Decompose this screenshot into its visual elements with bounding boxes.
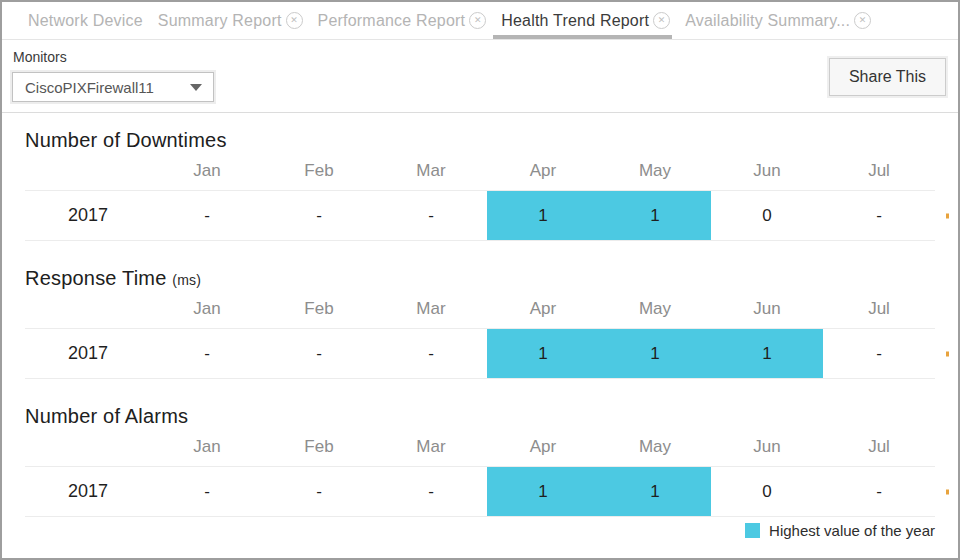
month-header: Jan	[151, 161, 263, 181]
table-header-row: JanFebMarAprMayJunJul	[25, 152, 935, 190]
value-cell-highlighted: 1	[487, 329, 599, 378]
value-cell: -	[823, 329, 935, 378]
value-cell: -	[375, 467, 487, 516]
chevron-down-icon	[190, 84, 202, 91]
value-cell: -	[151, 329, 263, 378]
legend-highlight-swatch	[745, 523, 760, 538]
month-header: Mar	[375, 437, 487, 457]
monitors-label: Monitors	[12, 49, 946, 65]
table-data-row: 2017 ---110-	[25, 466, 935, 517]
month-header: May	[599, 299, 711, 319]
cutoff-cell-sliver	[946, 489, 949, 494]
value-cell-highlighted: 1	[711, 329, 823, 378]
month-header: Jun	[711, 161, 823, 181]
value-cell-highlighted: 1	[487, 467, 599, 516]
tab-label: Summary Report	[158, 12, 282, 30]
month-header: Feb	[263, 161, 375, 181]
tab-label: Performance Report	[318, 12, 466, 30]
value-cell: 0	[711, 191, 823, 240]
value-cell: -	[823, 191, 935, 240]
month-header: Jul	[823, 299, 935, 319]
trend-table: JanFebMarAprMayJunJul 2017 ---111-	[25, 290, 935, 379]
table-header-row: JanFebMarAprMayJunJul	[25, 428, 935, 466]
tab-summary-report[interactable]: Summary Report ✕	[158, 2, 303, 39]
tab-health-trend-report[interactable]: Health Trend Report ✕	[501, 2, 670, 39]
toolbar: Monitors CiscoPIXFirewall11 Share This	[2, 40, 958, 113]
trend-table: JanFebMarAprMayJunJul 2017 ---110-	[25, 428, 935, 517]
month-header: Mar	[375, 161, 487, 181]
month-header: May	[599, 161, 711, 181]
value-cell: -	[263, 467, 375, 516]
value-cell: -	[263, 191, 375, 240]
tab-performance-report[interactable]: Performance Report ✕	[318, 2, 487, 39]
tab-bar: Network Device Summary Report ✕ Performa…	[2, 2, 958, 40]
year-label: 2017	[25, 191, 151, 240]
report-content: Number of Downtimes JanFebMarAprMayJunJu…	[2, 129, 958, 539]
table-data-row: 2017 ---110-	[25, 190, 935, 241]
tab-close-icon[interactable]: ✕	[469, 12, 486, 29]
health-trend-report-window: Network Device Summary Report ✕ Performa…	[0, 0, 960, 560]
tab-close-icon[interactable]: ✕	[854, 12, 871, 29]
cutoff-cell-sliver	[946, 213, 949, 218]
year-label: 2017	[25, 329, 151, 378]
value-cell: -	[151, 467, 263, 516]
month-header: Apr	[487, 299, 599, 319]
tab-availability-summary[interactable]: Availability Summary... ✕	[685, 2, 871, 39]
month-header: Jul	[823, 161, 935, 181]
value-cell: -	[823, 467, 935, 516]
value-cell: -	[375, 329, 487, 378]
section-title: Number of Alarms	[25, 405, 935, 428]
month-header: Jul	[823, 437, 935, 457]
tab-close-icon[interactable]: ✕	[286, 12, 303, 29]
month-header: Feb	[263, 437, 375, 457]
share-this-button[interactable]: Share This	[829, 58, 946, 96]
month-header: Jun	[711, 299, 823, 319]
report-section: Number of Downtimes JanFebMarAprMayJunJu…	[25, 129, 935, 241]
year-label: 2017	[25, 467, 151, 516]
value-cell: -	[263, 329, 375, 378]
value-cell: -	[151, 191, 263, 240]
trend-table: JanFebMarAprMayJunJul 2017 ---110-	[25, 152, 935, 241]
section-title: Response Time (ms)	[25, 267, 935, 290]
monitor-dropdown-value: CiscoPIXFirewall11	[25, 79, 154, 96]
report-section: Number of Alarms JanFebMarAprMayJunJul 2…	[25, 405, 935, 517]
tab-close-icon[interactable]: ✕	[653, 12, 670, 29]
table-header-row: JanFebMarAprMayJunJul	[25, 290, 935, 328]
tab-label: Health Trend Report	[501, 12, 649, 30]
month-header: Jan	[151, 299, 263, 319]
value-cell: 0	[711, 467, 823, 516]
legend: Highest value of the year	[25, 522, 935, 539]
cutoff-cell-sliver	[946, 351, 949, 356]
month-header: May	[599, 437, 711, 457]
monitor-dropdown[interactable]: CiscoPIXFirewall11	[12, 72, 214, 102]
tab-network-device[interactable]: Network Device	[28, 2, 143, 39]
section-title: Number of Downtimes	[25, 129, 935, 152]
table-data-row: 2017 ---111-	[25, 328, 935, 379]
value-cell-highlighted: 1	[599, 329, 711, 378]
month-header: Feb	[263, 299, 375, 319]
legend-label: Highest value of the year	[769, 522, 935, 539]
value-cell: -	[375, 191, 487, 240]
value-cell-highlighted: 1	[599, 191, 711, 240]
tab-label: Availability Summary...	[685, 12, 850, 30]
tab-label: Network Device	[28, 12, 143, 30]
report-section: Response Time (ms) JanFebMarAprMayJunJul…	[25, 267, 935, 379]
month-header: Jan	[151, 437, 263, 457]
value-cell-highlighted: 1	[487, 191, 599, 240]
month-header: Apr	[487, 161, 599, 181]
value-cell-highlighted: 1	[599, 467, 711, 516]
month-header: Apr	[487, 437, 599, 457]
month-header: Mar	[375, 299, 487, 319]
month-header: Jun	[711, 437, 823, 457]
